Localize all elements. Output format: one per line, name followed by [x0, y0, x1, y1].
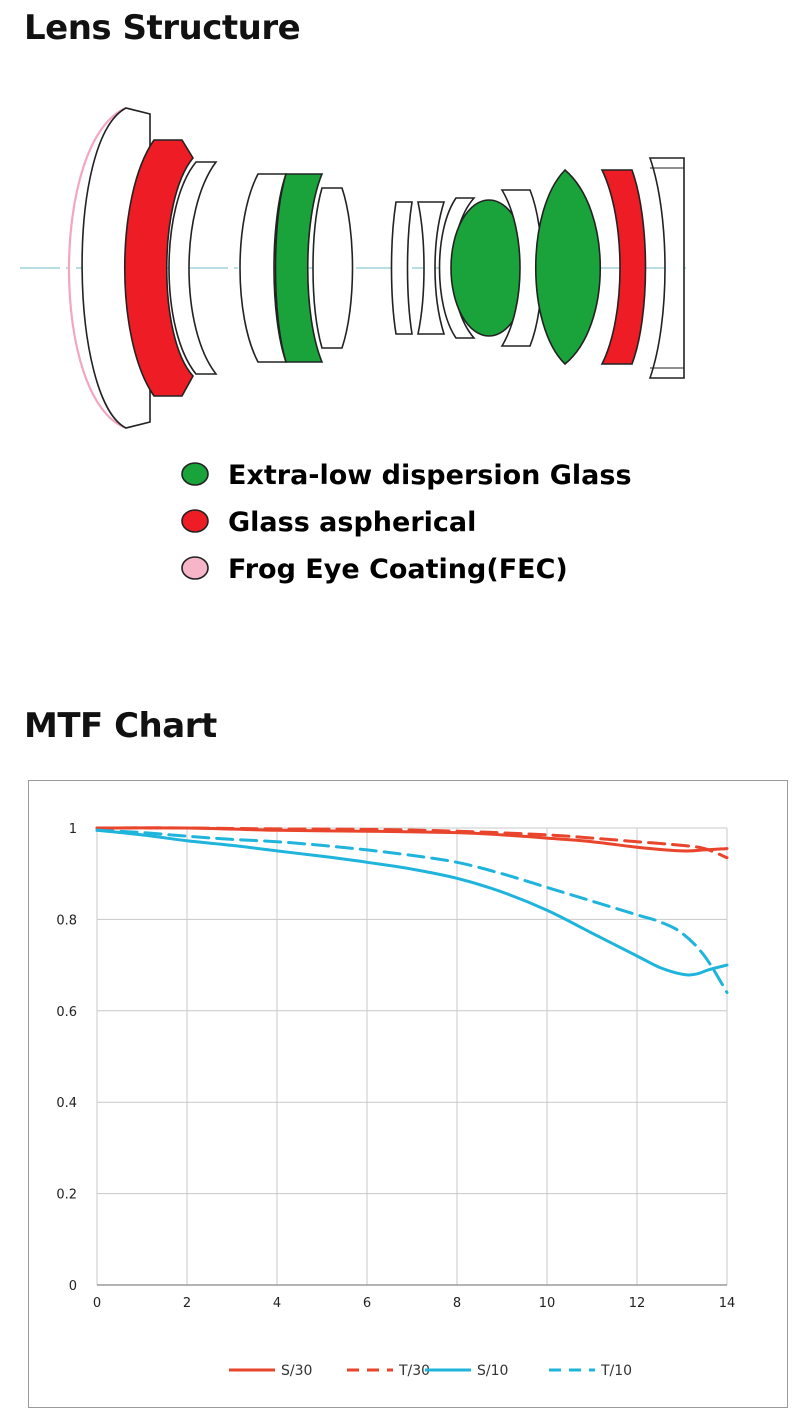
ed-lens-3 — [534, 168, 602, 366]
legend-label-s-10: S/10 — [477, 1363, 508, 1379]
legend-swatch-fec — [181, 556, 209, 580]
x-tick-label: 4 — [273, 1296, 281, 1311]
aspherical-lens-2 — [600, 169, 647, 365]
y-tick-label: 0.2 — [56, 1188, 77, 1203]
chart-legend: S/30 T/30 S/10 T/10 — [229, 1363, 632, 1379]
legend-label-fec: Frog Eye Coating(FEC) — [228, 554, 568, 585]
lens-element-8 — [417, 201, 446, 335]
legend-label-s-30: S/30 — [281, 1363, 312, 1379]
y-tick-label: 1 — [69, 822, 77, 837]
legend-swatch-ed — [181, 462, 209, 486]
x-tick-label: 10 — [539, 1296, 556, 1311]
legend-label-t-10: T/10 — [600, 1363, 632, 1379]
chart-axes: 0 2 4 6 8 10 12 14 0 0.2 0.4 0.6 0.8 1 — [56, 822, 735, 1311]
mtf-chart-title: MTF Chart — [24, 706, 217, 746]
mtf-chart-svg: 0 2 4 6 8 10 12 14 0 0.2 0.4 0.6 0.8 1 S/30 T/30 S/10 T/… — [56, 822, 735, 1379]
lens-element-6 — [312, 187, 354, 349]
lens-element-7 — [390, 201, 413, 335]
y-tick-label: 0.6 — [56, 1005, 77, 1020]
x-tick-label: 12 — [629, 1296, 646, 1311]
ed-lens-1 — [274, 173, 324, 363]
legend-label-t-30: T/30 — [398, 1363, 430, 1379]
lens-structure-title: Lens Structure — [24, 8, 301, 48]
lens-element-4 — [239, 173, 288, 363]
x-tick-label: 2 — [183, 1296, 191, 1311]
lens-element-14 — [648, 157, 685, 379]
legend-label-ed: Extra-low dispersion Glass — [228, 460, 632, 491]
y-tick-label: 0.8 — [56, 913, 77, 928]
lens-legend: Extra-low dispersion Glass Glass aspheri… — [181, 460, 632, 585]
x-tick-label: 8 — [453, 1296, 461, 1311]
y-tick-label: 0.4 — [56, 1096, 77, 1111]
x-tick-label: 0 — [93, 1296, 101, 1311]
mtf-chart: 0 2 4 6 8 10 12 14 0 0.2 0.4 0.6 0.8 1 S/30 T/30 S/10 T/… — [28, 780, 788, 1408]
fec-coating — [68, 106, 127, 430]
legend-swatch-asph — [181, 509, 209, 533]
x-tick-label: 6 — [363, 1296, 371, 1311]
lens-diagram-svg: Extra-low dispersion Glass Glass aspheri… — [20, 106, 690, 585]
series-line-t-30 — [95, 826, 729, 860]
chart-grid — [96, 827, 728, 1286]
x-tick-label: 14 — [719, 1296, 736, 1311]
y-tick-label: 0 — [69, 1279, 77, 1294]
aspherical-lens-1 — [124, 139, 194, 397]
lens-structure-diagram: Extra-low dispersion Glass Glass aspheri… — [20, 70, 780, 630]
legend-label-asph: Glass aspherical — [228, 507, 476, 538]
series-line-s-10 — [95, 828, 729, 977]
lens-element-1 — [81, 107, 151, 429]
chart-series — [95, 826, 729, 994]
series-line-t-10 — [95, 828, 729, 994]
lens-element-3 — [168, 161, 218, 375]
